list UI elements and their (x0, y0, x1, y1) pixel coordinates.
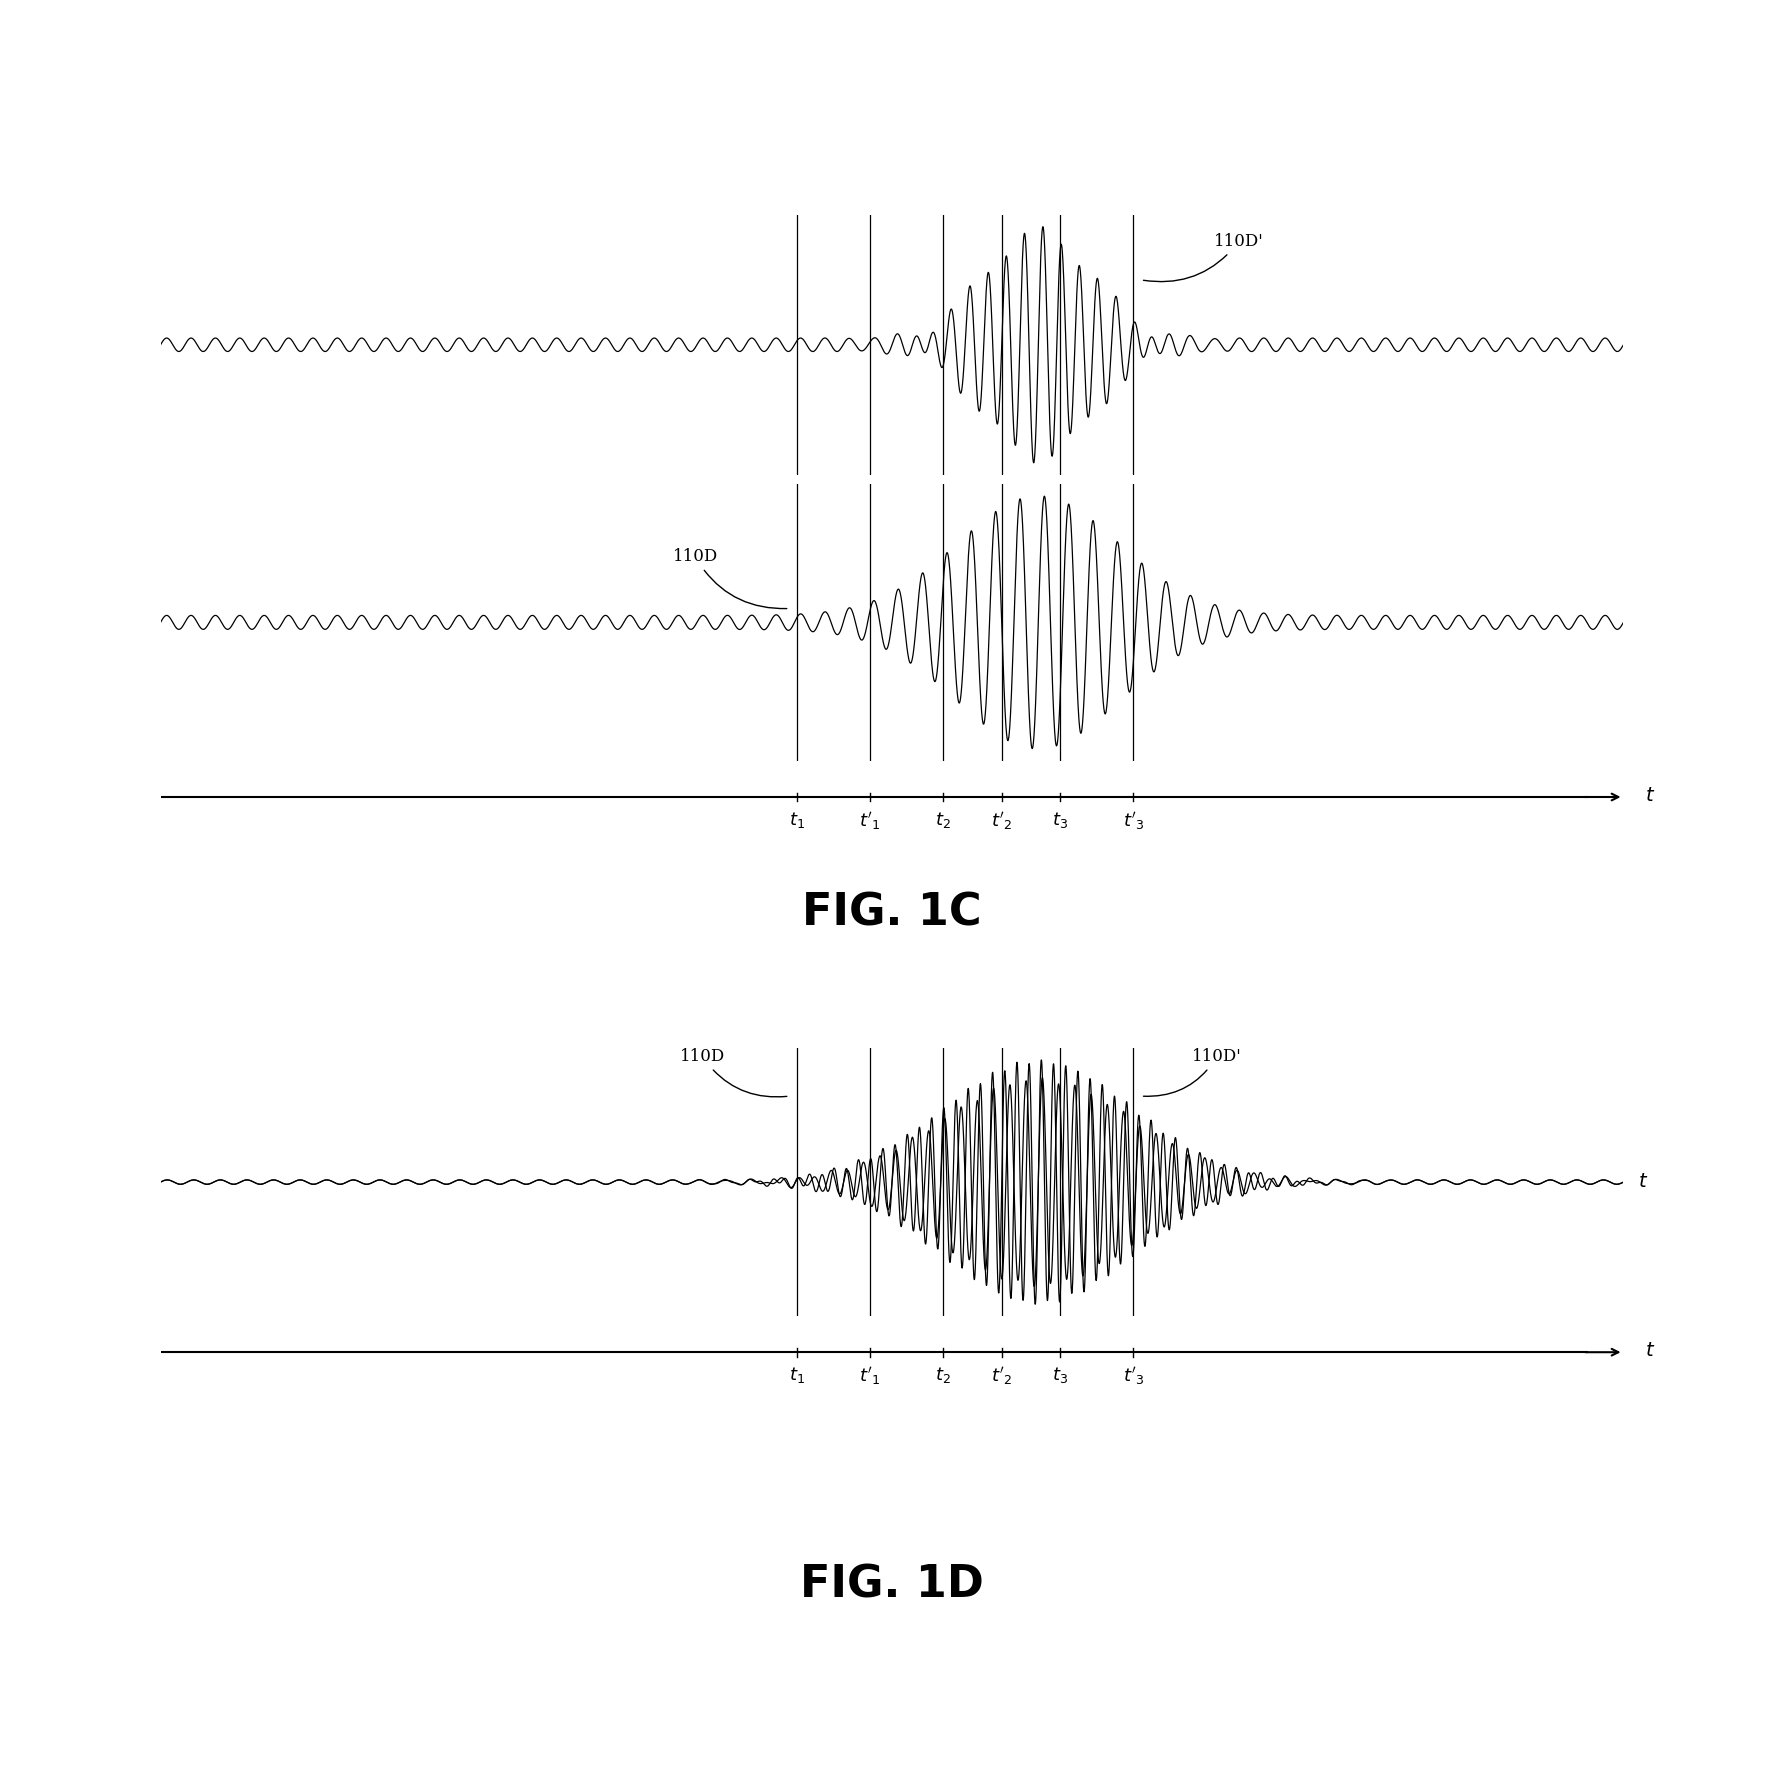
Text: $t'_3$: $t'_3$ (1122, 1365, 1144, 1388)
Text: $t'_1$: $t'_1$ (860, 810, 881, 833)
Text: $t'_3$: $t'_3$ (1122, 810, 1144, 833)
Text: $t_3$: $t_3$ (1053, 810, 1069, 831)
Text: $t_1$: $t_1$ (789, 810, 805, 831)
Text: $t'_2$: $t'_2$ (992, 810, 1012, 833)
Text: $t$: $t$ (1645, 786, 1656, 804)
Text: $t_1$: $t_1$ (789, 1365, 805, 1386)
Text: FIG. 1C: FIG. 1C (803, 892, 981, 935)
Text: $t$: $t$ (1638, 1173, 1648, 1191)
Text: $t_2$: $t_2$ (935, 1365, 951, 1386)
Text: $t'_2$: $t'_2$ (992, 1365, 1012, 1388)
Text: 110D': 110D' (1144, 1048, 1242, 1096)
Text: 110D: 110D (680, 1048, 787, 1096)
Text: 110D': 110D' (1144, 233, 1263, 281)
Text: $t_2$: $t_2$ (935, 810, 951, 831)
Text: $t'_1$: $t'_1$ (860, 1365, 881, 1388)
Text: 110D: 110D (673, 548, 787, 609)
Text: $t_3$: $t_3$ (1053, 1365, 1069, 1386)
Text: FIG. 1D: FIG. 1D (799, 1564, 985, 1607)
Text: $t$: $t$ (1645, 1341, 1656, 1359)
